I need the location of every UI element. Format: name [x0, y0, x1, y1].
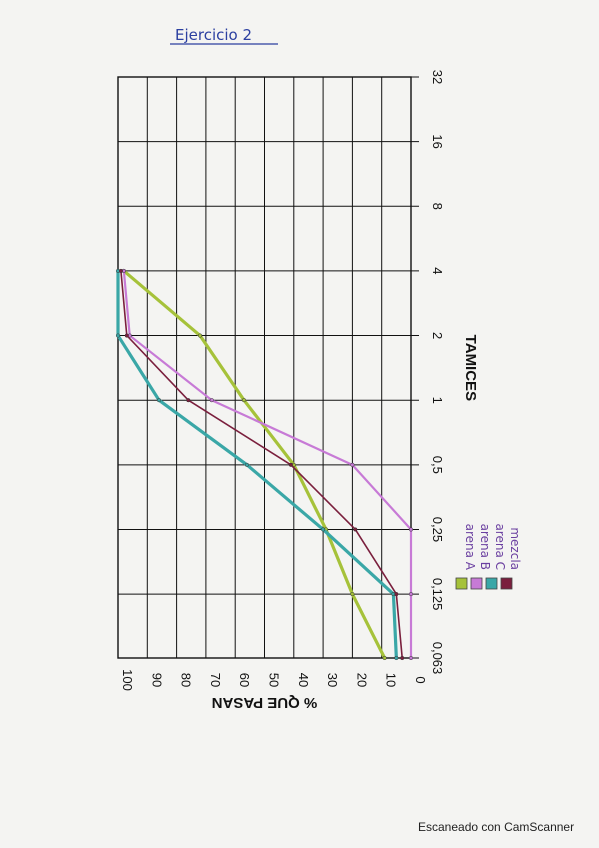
- plot-area: 0 10 20 30 40 50 60 70 80 90 100 0,063 0,125 0,25 0,5 1…: [115, 70, 522, 711]
- legend-swatch: [500, 577, 513, 590]
- y-tick-label: 30: [325, 673, 340, 687]
- data-point: [124, 333, 129, 338]
- x-tick-label: 0,063: [430, 642, 445, 675]
- y-axis-title: % QUE PASAN: [212, 694, 318, 711]
- x-axis-title: TAMICES: [462, 335, 479, 401]
- y-tick-label: 100: [120, 669, 135, 691]
- x-tick-label: 8: [430, 203, 445, 210]
- y-tick-label: 40: [296, 673, 311, 687]
- y-tick-label: 70: [208, 673, 223, 687]
- x-tick-label: 16: [430, 134, 445, 148]
- x-tick-label: 0,125: [430, 578, 445, 611]
- data-point: [197, 333, 203, 338]
- data-point: [241, 398, 247, 403]
- y-tick-label: 10: [384, 673, 399, 687]
- footer-text: Escaneado con CamScanner: [418, 820, 575, 834]
- legend-label: arena C: [493, 523, 507, 570]
- legend-label: arena B: [478, 524, 492, 570]
- data-point: [186, 398, 191, 403]
- legend-swatch: [470, 577, 483, 590]
- y-tick-label: 60: [237, 673, 252, 687]
- y-tick-label: 90: [149, 673, 164, 687]
- data-point: [350, 592, 355, 597]
- data-point: [394, 592, 399, 597]
- legend-label: arena A: [463, 524, 477, 571]
- x-tick-label: 1: [430, 397, 445, 404]
- data-point: [400, 655, 405, 661]
- data-point: [350, 462, 355, 467]
- legend-swatch: [485, 577, 498, 590]
- data-point: [156, 398, 162, 403]
- y-tick-label: 20: [354, 673, 369, 687]
- page-title: Ejercicio 2: [175, 26, 252, 44]
- data-point: [408, 527, 414, 532]
- data-point: [353, 527, 358, 532]
- data-point: [408, 655, 414, 661]
- y-tick-label: 80: [179, 673, 194, 687]
- data-point: [408, 592, 414, 597]
- x-tick-label: 0,5: [430, 456, 445, 474]
- data-point: [321, 527, 326, 532]
- x-tick-label: 4: [430, 267, 445, 274]
- data-point: [118, 268, 123, 273]
- x-tick-label: 2: [430, 332, 445, 339]
- legend-label: mezcla: [508, 527, 522, 570]
- legend-swatch: [455, 577, 468, 590]
- data-point: [209, 398, 214, 403]
- data-point: [382, 655, 387, 661]
- data-point: [394, 655, 399, 661]
- data-point: [115, 333, 121, 338]
- y-tick-label: 50: [267, 673, 282, 687]
- x-tick-label: 0,25: [430, 517, 445, 542]
- x-tick-label: 32: [430, 70, 445, 84]
- y-tick-label: 0: [413, 676, 428, 683]
- data-point: [244, 462, 249, 467]
- data-point: [288, 462, 293, 467]
